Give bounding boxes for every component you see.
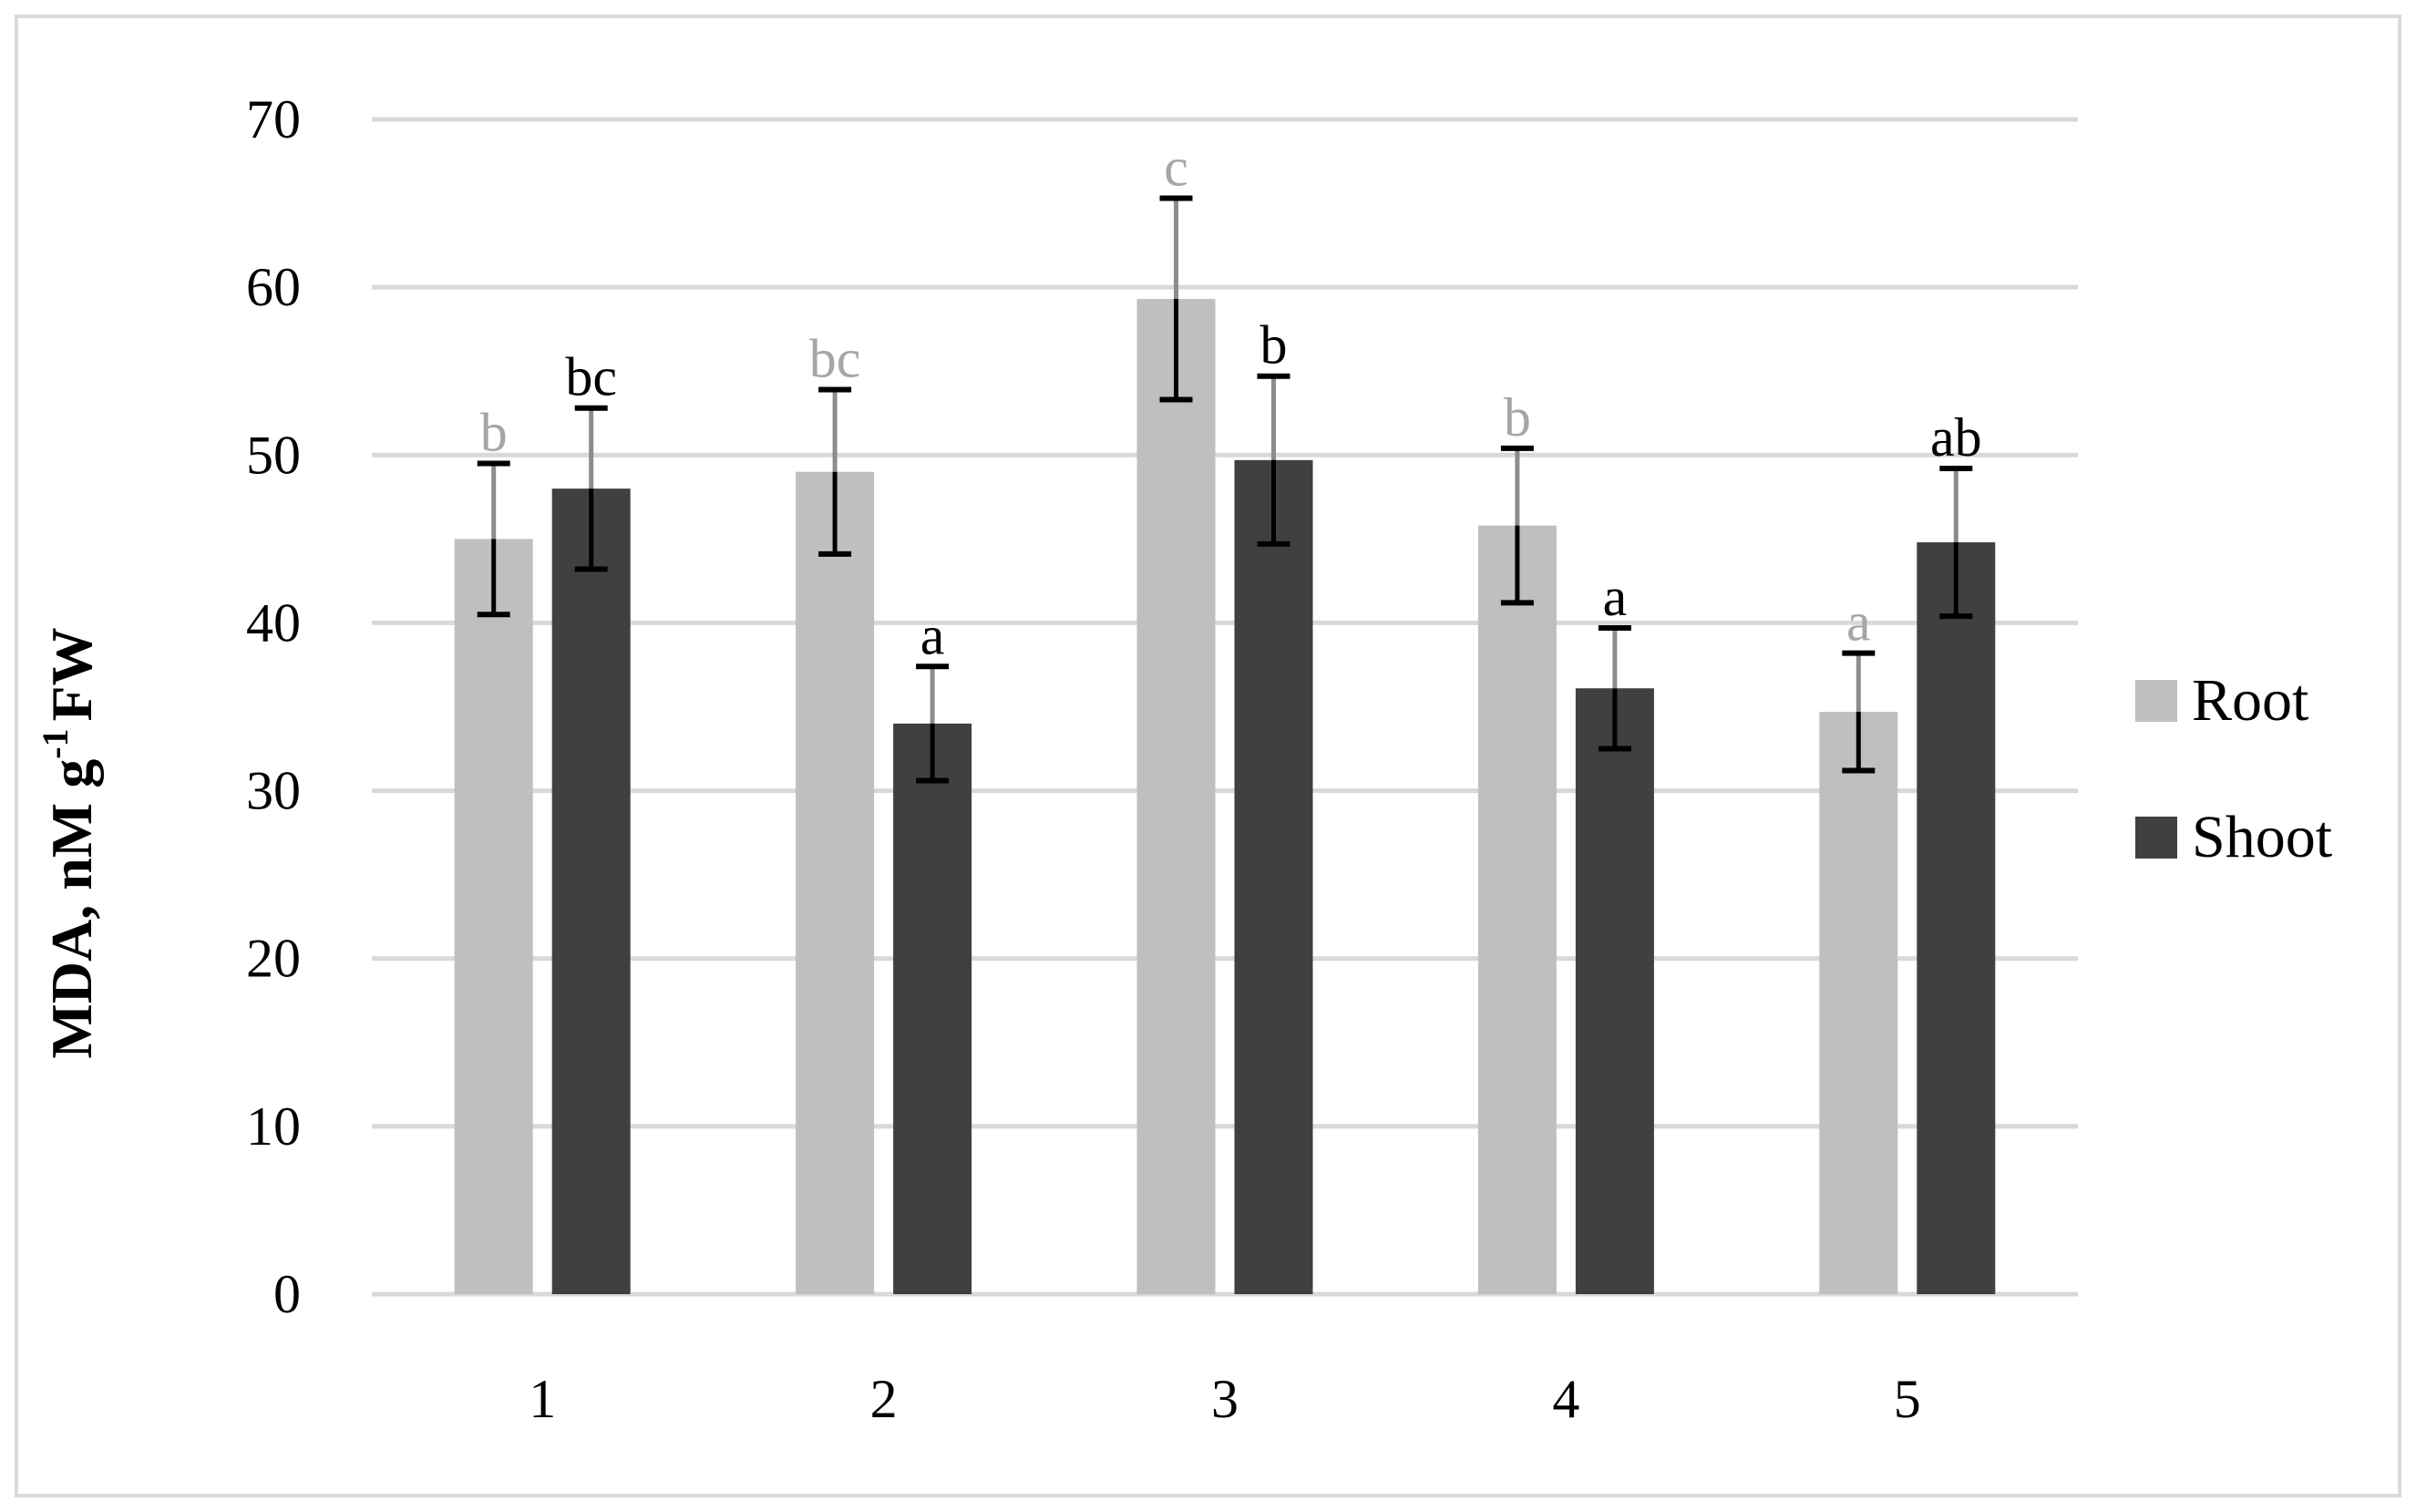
significance-label-root-2: bc (809, 328, 861, 388)
x-tick-label: 3 (1211, 1369, 1239, 1429)
y-axis-title: MDA, nM g-1FW (35, 627, 104, 1058)
error-bar-root-5 (1842, 650, 1876, 774)
bar-root-5 (1819, 712, 1898, 1294)
significance-label-shoot-4: a (1603, 567, 1628, 627)
y-tick-label: 30 (246, 761, 301, 821)
legend-item-root: Root (2135, 667, 2308, 734)
error-bar-shoot-4 (1598, 624, 1631, 752)
legend: Root Shoot (2135, 667, 2332, 870)
bar-shoot-2 (893, 723, 972, 1294)
error-bar-shoot-5 (1939, 466, 1973, 620)
bar-root-4 (1477, 525, 1557, 1294)
x-tick-label: 1 (529, 1369, 556, 1429)
bar-root-1 (454, 539, 533, 1294)
legend-label: Root (2192, 667, 2308, 734)
y-tick-label: 40 (246, 592, 301, 653)
bars (454, 299, 1996, 1295)
legend-swatch (2135, 680, 2177, 722)
x-tick-labels: 1 2 3 4 5 (529, 1369, 1921, 1429)
x-tick-label: 2 (870, 1369, 898, 1429)
bar-shoot-4 (1575, 688, 1654, 1294)
error-bar-root-3 (1159, 195, 1193, 403)
significance-label-shoot-5: ab (1930, 407, 1982, 468)
gridlines (372, 117, 2078, 1297)
error-bar-root-4 (1500, 445, 1534, 606)
error-bar-shoot-2 (916, 663, 950, 784)
significance-label-root-3: c (1164, 138, 1188, 198)
y-tick-label: 20 (246, 929, 301, 989)
significance-label-root-1: b (480, 402, 508, 462)
y-tick-label: 60 (246, 257, 301, 317)
y-tick-label: 10 (246, 1096, 301, 1157)
x-tick-label: 4 (1552, 1369, 1579, 1429)
significance-label-root-5: a (1846, 592, 1871, 653)
y-tick-label: 50 (246, 425, 301, 485)
y-tick-label: 70 (246, 89, 301, 149)
significance-label-root-4: b (1504, 387, 1531, 447)
significance-label-shoot-2: a (920, 605, 945, 665)
legend-item-shoot: Shoot (2135, 804, 2332, 870)
bar-root-3 (1136, 299, 1216, 1295)
error-bar-root-1 (477, 460, 510, 618)
y-tick-labels: 0 10 20 30 40 50 60 70 (246, 89, 301, 1324)
significance-label-shoot-1: bc (565, 347, 617, 407)
legend-swatch (2135, 817, 2177, 859)
y-tick-label: 0 (273, 1264, 301, 1324)
bar-shoot-1 (551, 489, 631, 1294)
error-bar-root-2 (818, 386, 852, 557)
significance-label-shoot-3: b (1260, 315, 1288, 375)
bar-shoot-5 (1917, 542, 1996, 1294)
x-tick-label: 5 (1894, 1369, 1921, 1429)
error-bar-shoot-1 (574, 405, 608, 572)
error-bar-shoot-3 (1257, 373, 1290, 547)
bar-shoot-3 (1234, 459, 1313, 1294)
bar-root-2 (796, 471, 875, 1294)
legend-label: Shoot (2192, 804, 2332, 870)
error-bars (477, 195, 1973, 784)
